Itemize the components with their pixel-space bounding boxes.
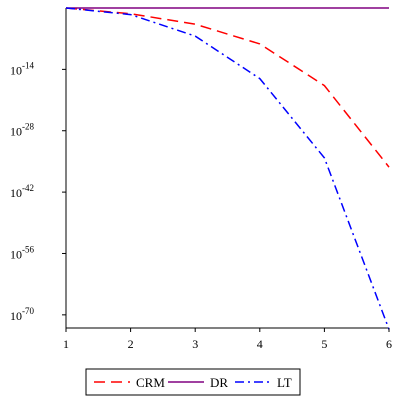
y-tick-label: 10-42 xyxy=(10,183,34,200)
x-tick-label: 6 xyxy=(386,337,392,351)
legend-label-lt: LT xyxy=(277,375,292,390)
x-tick-label: 1 xyxy=(63,337,69,351)
series-line-crm xyxy=(65,7,390,168)
x-axis-ticks: 1 2 3 4 5 6 xyxy=(63,328,392,351)
series-line-lt xyxy=(65,7,390,330)
legend-label-dr: DR xyxy=(210,375,228,390)
y-tick-label: 10-70 xyxy=(10,306,34,323)
x-tick-label: 3 xyxy=(192,337,198,351)
y-tick-label: 10-28 xyxy=(10,122,34,139)
series-layer xyxy=(65,7,390,330)
x-tick-label: 2 xyxy=(128,337,134,351)
legend-label-crm: CRM xyxy=(136,375,165,390)
x-tick-label: 4 xyxy=(257,337,263,351)
y-tick-label: 10-14 xyxy=(10,60,34,77)
y-tick-label: 10-56 xyxy=(10,244,34,261)
legend: CRM DR LT xyxy=(85,368,301,396)
x-tick-label: 5 xyxy=(321,337,327,351)
axes xyxy=(65,8,389,329)
y-axis-ticks: 10-14 10-28 10-42 10-56 10-70 xyxy=(10,60,66,323)
